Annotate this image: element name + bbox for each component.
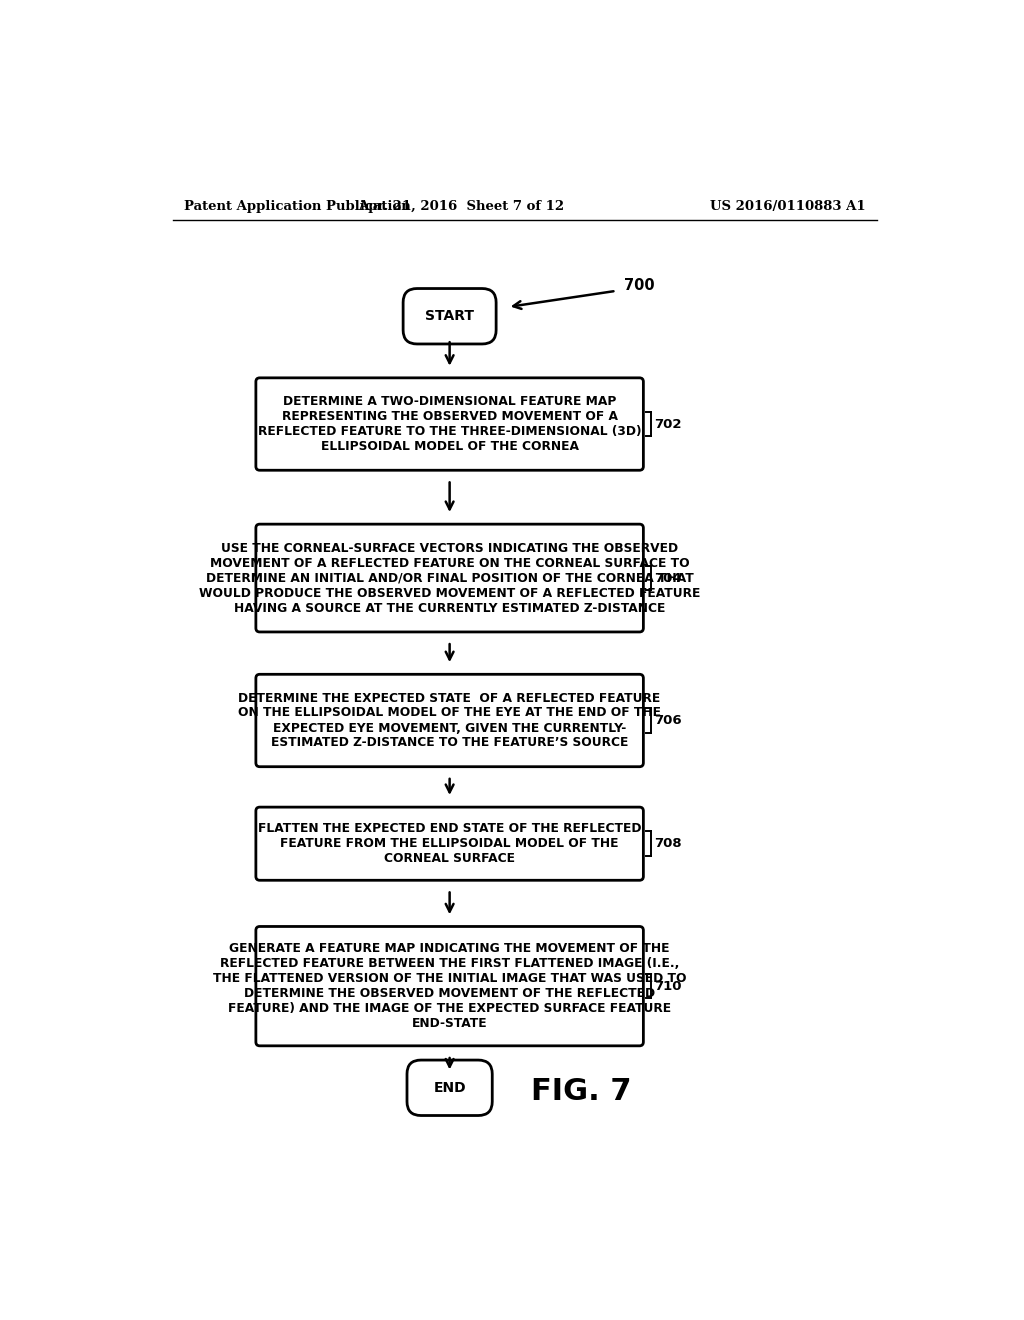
Text: 710: 710 <box>654 979 682 993</box>
Text: US 2016/0110883 A1: US 2016/0110883 A1 <box>711 199 866 213</box>
FancyBboxPatch shape <box>256 524 643 632</box>
Text: Patent Application Publication: Patent Application Publication <box>183 199 411 213</box>
Text: 708: 708 <box>654 837 682 850</box>
Text: USE THE CORNEAL-SURFACE VECTORS INDICATING THE OBSERVED
MOVEMENT OF A REFLECTED : USE THE CORNEAL-SURFACE VECTORS INDICATI… <box>199 541 700 615</box>
Text: 706: 706 <box>654 714 682 727</box>
FancyBboxPatch shape <box>407 1060 493 1115</box>
Text: FLATTEN THE EXPECTED END STATE OF THE REFLECTED
FEATURE FROM THE ELLIPSOIDAL MOD: FLATTEN THE EXPECTED END STATE OF THE RE… <box>258 822 641 865</box>
FancyBboxPatch shape <box>256 807 643 880</box>
Text: FIG. 7: FIG. 7 <box>531 1077 632 1106</box>
Text: START: START <box>425 309 474 323</box>
Text: 704: 704 <box>654 572 682 585</box>
Text: Apr. 21, 2016  Sheet 7 of 12: Apr. 21, 2016 Sheet 7 of 12 <box>358 199 564 213</box>
Text: DETERMINE A TWO-DIMENSIONAL FEATURE MAP
REPRESENTING THE OBSERVED MOVEMENT OF A
: DETERMINE A TWO-DIMENSIONAL FEATURE MAP … <box>258 395 641 453</box>
Text: 700: 700 <box>624 279 654 293</box>
Text: GENERATE A FEATURE MAP INDICATING THE MOVEMENT OF THE
REFLECTED FEATURE BETWEEN : GENERATE A FEATURE MAP INDICATING THE MO… <box>213 942 686 1030</box>
FancyBboxPatch shape <box>403 289 496 345</box>
FancyBboxPatch shape <box>256 378 643 470</box>
FancyBboxPatch shape <box>256 675 643 767</box>
Text: 702: 702 <box>654 417 682 430</box>
FancyBboxPatch shape <box>256 927 643 1045</box>
Text: DETERMINE THE EXPECTED STATE  OF A REFLECTED FEATURE
ON THE ELLIPSOIDAL MODEL OF: DETERMINE THE EXPECTED STATE OF A REFLEC… <box>239 692 662 750</box>
Text: END: END <box>433 1081 466 1094</box>
